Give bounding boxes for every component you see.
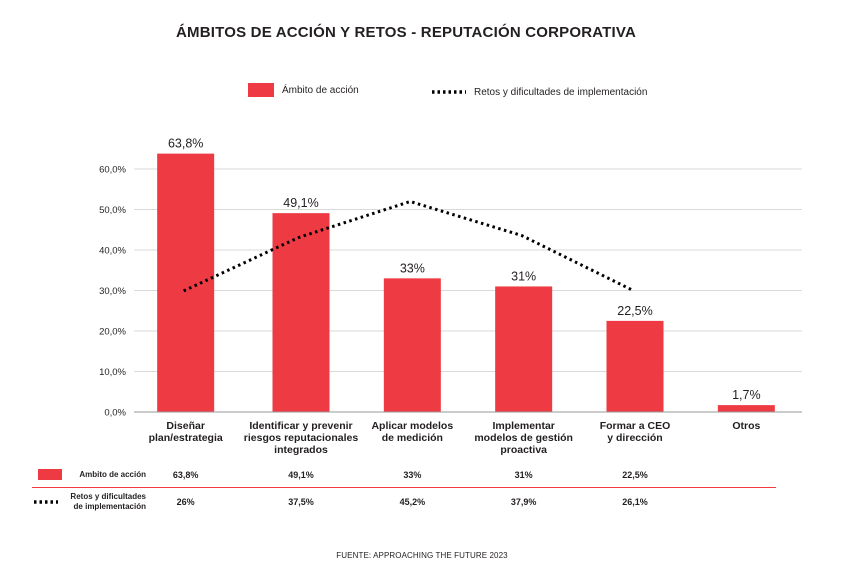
bar <box>272 213 330 412</box>
y-axis-ticks: 0,0% 10,0% 20,0% 30,0% 40,0% 50,0% 60,0% <box>99 165 126 419</box>
bar-value-label: 63,8% <box>168 137 203 151</box>
x-category-label: Diseñar plan/estrategia <box>148 420 223 444</box>
bar-value-label: 49,1% <box>283 196 318 210</box>
bar-value-label: 33% <box>400 261 425 275</box>
bar-value-label: 31% <box>511 269 536 283</box>
table-divider <box>32 487 776 488</box>
x-category-label: Otros <box>732 420 761 432</box>
bars <box>157 153 775 413</box>
y-tick-label: 60,0% <box>99 165 126 176</box>
gridlines <box>134 168 802 372</box>
value-labels: 63,8% 49,1% 33% 31% 22,5% 1,7% <box>168 137 761 403</box>
series-line-retos <box>183 199 634 293</box>
x-category-label: Aplicar modelos de medición <box>371 420 454 444</box>
y-tick-label: 0,0% <box>104 408 126 419</box>
bar-value-label: 1,7% <box>732 388 761 402</box>
table-line-row-label: Retos y dificultades de implementación <box>70 492 146 511</box>
table-bar-value: 22,5% <box>622 470 648 480</box>
legend-bar-label: Ámbito de acción <box>282 85 359 96</box>
source-note: FUENTE: APPROACHING THE FUTURE 2023 <box>336 551 508 560</box>
table-bar-swatch <box>38 469 62 480</box>
x-category-label: Implementar modelos de gestión proactiva <box>474 420 573 456</box>
y-tick-label: 10,0% <box>99 367 126 378</box>
table-bar-value: 49,1% <box>288 470 314 480</box>
table-line-value: 26% <box>176 497 195 507</box>
y-tick-label: 30,0% <box>99 286 126 297</box>
table-bar-row-label: Ambito de acción <box>79 470 146 479</box>
bar-value-label: 22,5% <box>617 304 652 318</box>
table-bar-value: 33% <box>403 470 422 480</box>
bar <box>157 153 215 413</box>
bar <box>383 278 441 412</box>
bar <box>606 320 664 412</box>
y-tick-label: 20,0% <box>99 327 126 338</box>
table-bar-value: 31% <box>514 470 533 480</box>
bar <box>717 405 775 412</box>
x-category-label: Formar a CEO y dirección <box>599 420 671 444</box>
table-line-value: 26,1% <box>622 497 648 507</box>
legend-line-label: Retos y dificultades de implementación <box>474 87 648 98</box>
table-line-value: 37,5% <box>288 497 314 507</box>
table-line-value: 45,2% <box>399 497 426 507</box>
x-category-label: Identificar y prevenir riesgos reputacio… <box>243 420 359 456</box>
table-bar-value: 63,8% <box>172 470 199 480</box>
y-tick-label: 50,0% <box>99 205 126 216</box>
y-tick-label: 40,0% <box>99 246 126 257</box>
chart-title: ÁMBITOS DE ACCIÓN Y RETOS - REPUTACIÓN C… <box>176 24 637 41</box>
bar <box>495 286 553 412</box>
legend-bar-swatch <box>248 83 274 97</box>
table-line-value: 37,9% <box>510 497 537 507</box>
